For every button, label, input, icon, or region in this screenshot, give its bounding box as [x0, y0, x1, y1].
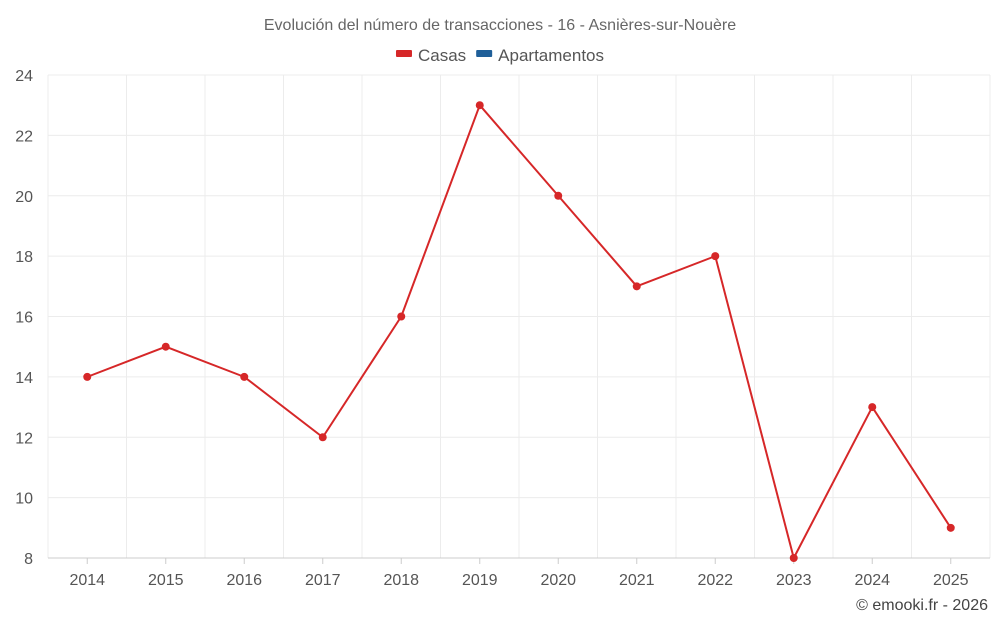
y-tick-label: 18 [15, 249, 33, 266]
y-tick-label: 24 [15, 68, 33, 85]
data-point[interactable] [475, 101, 484, 110]
x-tick-label: 2022 [697, 572, 733, 589]
y-tick-label: 16 [15, 310, 33, 327]
y-tick-label: 22 [15, 128, 33, 145]
series-layer [83, 101, 955, 562]
series-line [86, 104, 952, 559]
data-point[interactable] [240, 372, 249, 381]
data-point[interactable] [554, 191, 563, 200]
x-tick-label: 2014 [69, 572, 105, 589]
legend-label: Apartamentos [498, 46, 604, 65]
x-tick-label: 2018 [383, 572, 419, 589]
x-tick-label: 2023 [776, 572, 812, 589]
legend-label: Casas [418, 46, 466, 65]
x-tick-label: 2025 [933, 572, 969, 589]
x-tick-label: 2015 [148, 572, 184, 589]
data-point[interactable] [397, 312, 406, 321]
data-point[interactable] [83, 372, 92, 381]
y-tick-label: 20 [15, 189, 33, 206]
y-tick-label: 8 [24, 551, 33, 568]
x-tick-label: 2016 [226, 572, 262, 589]
x-tick-label: 2024 [854, 572, 890, 589]
chart-title: Evolución del número de transacciones - … [264, 17, 736, 34]
legend-swatch [476, 50, 493, 57]
legend: Casas Apartamentos [395, 46, 604, 65]
x-axis: 2014 2015 2016 2017 2018 2019 2020 2021 2022 2023… [48, 557, 990, 589]
credit-text: © emooki.fr - 2026 [856, 597, 988, 614]
data-point[interactable] [789, 554, 798, 562]
y-tick-label: 14 [15, 370, 33, 387]
legend-item[interactable]: Casas [395, 46, 466, 65]
data-point[interactable] [161, 342, 170, 351]
legend-swatch [395, 50, 412, 57]
data-point[interactable] [946, 523, 955, 532]
y-tick-label: 10 [15, 491, 33, 508]
data-point[interactable] [868, 403, 877, 412]
x-tick-label: 2019 [462, 572, 498, 589]
data-point[interactable] [632, 282, 641, 291]
data-point[interactable] [711, 252, 720, 261]
y-axis: 8 10 12 14 16 18 20 22 24 [15, 68, 33, 568]
x-tick-label: 2017 [305, 572, 341, 589]
x-tick-label: 2021 [619, 572, 655, 589]
grid [47, 74, 991, 558]
data-point[interactable] [318, 433, 327, 442]
legend-item[interactable]: Apartamentos [476, 46, 604, 65]
y-tick-label: 12 [15, 430, 33, 447]
x-tick-label: 2020 [540, 572, 576, 589]
